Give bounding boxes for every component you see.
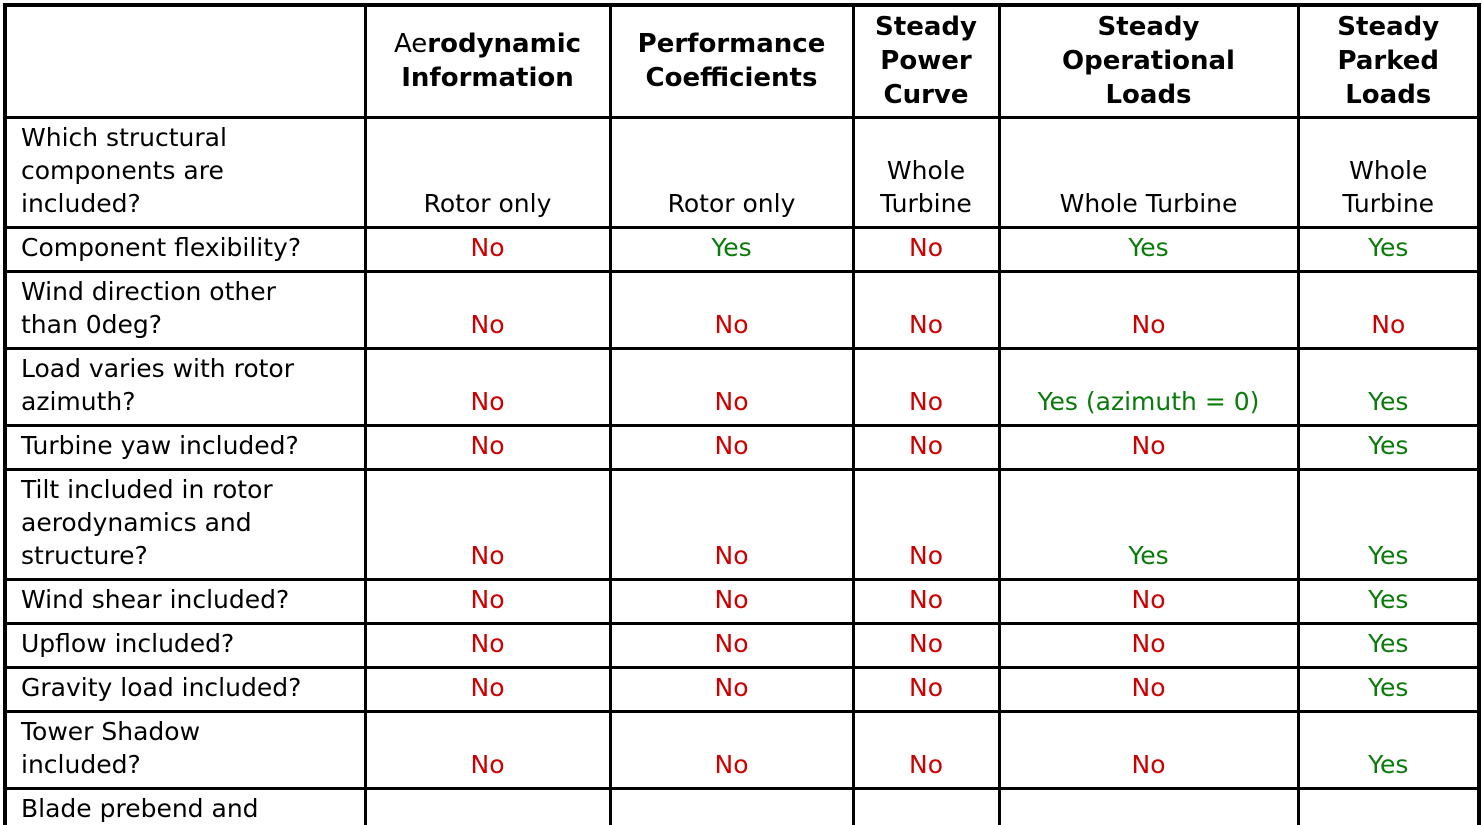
- cell-value: No: [608, 710, 855, 791]
- cell-value: No: [608, 622, 855, 670]
- cell-value: Yes: [997, 468, 1300, 582]
- table-row: Component flexibility? No Yes No Yes Yes: [3, 226, 1481, 274]
- cell-value: Yes: [1296, 424, 1481, 472]
- cell-value: No: [608, 468, 855, 582]
- cell-value: Yes: [608, 226, 855, 274]
- cell-value: No: [363, 622, 612, 670]
- cell-value: No: [363, 710, 612, 791]
- row-label: Component flexibility?: [3, 226, 367, 274]
- cell-value: No: [363, 226, 612, 274]
- table-row: Which structural components are included…: [3, 116, 1481, 230]
- cell-value: No: [608, 666, 855, 714]
- cell-value: Yes: [997, 226, 1300, 274]
- cell-value: Whole Turbine: [1296, 116, 1481, 230]
- cell-value: No: [608, 270, 855, 351]
- cell-value: No: [997, 666, 1300, 714]
- cell-value: Yes: [1296, 710, 1481, 791]
- cell-value: Yes: [608, 787, 855, 825]
- cell-value: No: [363, 347, 612, 428]
- cell-value: No: [851, 347, 1001, 428]
- cell-value: Whole Turbine: [851, 116, 1001, 230]
- header-text-regular-part: Ae: [393, 28, 428, 59]
- column-header-steady-power-curve: Steady Power Curve: [851, 3, 1001, 120]
- cell-value: No: [1296, 270, 1481, 351]
- cell-value: Yes: [1296, 468, 1481, 582]
- cell-value: No: [997, 270, 1300, 351]
- cell-value: No: [363, 578, 612, 626]
- cell-value: Yes: [1296, 787, 1481, 825]
- cell-value: No: [608, 578, 855, 626]
- cell-value: No: [997, 578, 1300, 626]
- capability-comparison-table: Aerodynamic Information Performance Coeff…: [3, 3, 1481, 825]
- table-row: Tilt included in rotor aerodynamics and …: [3, 468, 1481, 582]
- column-header-steady-parked-loads: Steady Parked Loads: [1296, 3, 1481, 120]
- cell-value: Yes: [1296, 666, 1481, 714]
- row-label: Wind shear included?: [3, 578, 367, 626]
- cell-value: Yes: [1296, 347, 1481, 428]
- column-header-steady-operational-loads: Steady Operational Loads: [997, 3, 1300, 120]
- row-label: Upflow included?: [3, 622, 367, 670]
- column-header-performance-coefficients: Performance Coefficients: [608, 3, 855, 120]
- cell-value: No: [363, 468, 612, 582]
- cell-value: No: [997, 424, 1300, 472]
- cell-value: No: [851, 666, 1001, 714]
- cell-value: Rotor only: [608, 116, 855, 230]
- cell-value: Yes: [1296, 578, 1481, 626]
- cell-value: Whole Turbine: [997, 116, 1300, 230]
- row-label: Tilt included in rotor aerodynamics and …: [3, 468, 367, 582]
- cell-value: No: [363, 270, 612, 351]
- table-row: Load varies with rotor azimuth? No No No Yes…: [3, 347, 1481, 428]
- table-row: Wind direction other than 0deg? No No No No N…: [3, 270, 1481, 351]
- header-text-bold-part: rodynamic: [427, 28, 582, 59]
- row-label: Tower Shadow included?: [3, 710, 367, 791]
- cell-value: No: [608, 347, 855, 428]
- cell-value: Rotor only: [363, 116, 612, 230]
- cell-value: No: [997, 710, 1300, 791]
- cell-value: No: [997, 622, 1300, 670]
- column-header-aerodynamic-information: Aerodynamic Information: [363, 3, 612, 120]
- table-row: Upflow included? No No No No Yes: [3, 622, 1481, 670]
- cell-value: Yes: [851, 787, 1001, 825]
- row-label: Blade prebend and sweep included?: [3, 787, 367, 825]
- cell-value: No: [608, 424, 855, 472]
- cell-value: No: [851, 578, 1001, 626]
- cell-value: No: [851, 622, 1001, 670]
- cell-value: No: [851, 270, 1001, 351]
- table-row: Blade prebend and sweep included?NoYesYe…: [3, 787, 1481, 825]
- table-body: Which structural components are included…: [3, 116, 1481, 825]
- row-label: Wind direction other than 0deg?: [3, 270, 367, 351]
- cell-value: Yes: [1296, 226, 1481, 274]
- row-label: Load varies with rotor azimuth?: [3, 347, 367, 428]
- cell-value: Yes: [997, 787, 1300, 825]
- cell-value: No: [851, 226, 1001, 274]
- cell-value: No: [363, 666, 612, 714]
- table-row: Gravity load included? No No No No Yes: [3, 666, 1481, 714]
- row-label: Turbine yaw included?: [3, 424, 367, 472]
- cell-value: Yes: [1296, 622, 1481, 670]
- cell-value: No: [363, 424, 612, 472]
- table-row: Tower Shadow included? No No No No Yes: [3, 710, 1481, 791]
- row-label: Gravity load included?: [3, 666, 367, 714]
- cell-value: No: [851, 424, 1001, 472]
- cell-value: No: [851, 710, 1001, 791]
- header-row: Aerodynamic Information Performance Coeff…: [3, 3, 1481, 120]
- row-label: Which structural components are included…: [3, 116, 367, 230]
- corner-cell: [3, 3, 367, 120]
- header-text-line2: Information: [401, 62, 574, 93]
- cell-value: No: [363, 787, 612, 825]
- table-row: Turbine yaw included? No No No No Yes: [3, 424, 1481, 472]
- table-row: Wind shear included? No No No No Yes: [3, 578, 1481, 626]
- cell-value: No: [851, 468, 1001, 582]
- cell-value: Yes (azimuth = 0): [997, 347, 1300, 428]
